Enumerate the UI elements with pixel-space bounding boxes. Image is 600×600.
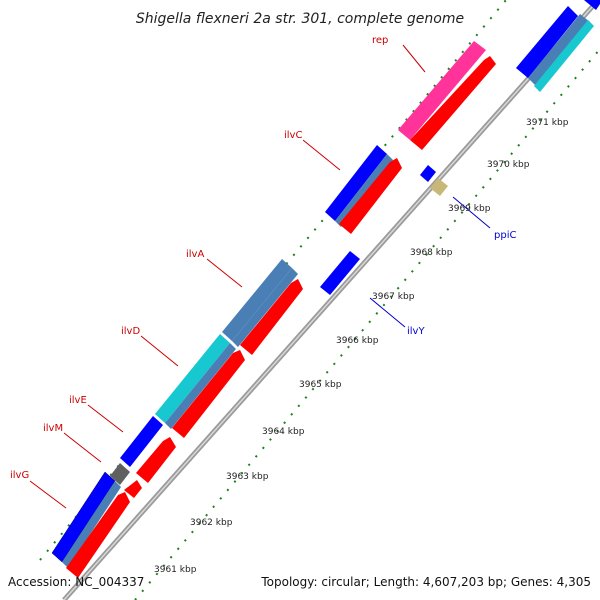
cds-ilvG[interactable]	[66, 492, 130, 578]
tick-label: 3969 kbp	[448, 204, 491, 214]
gene-ilvC-bar[interactable]	[325, 145, 387, 221]
tick-label: 3961 kbp	[154, 565, 197, 575]
gene-ilvC-inner[interactable]	[335, 154, 393, 227]
gene-ilvE-bar[interactable]	[120, 416, 163, 467]
cds-ilvD[interactable]	[172, 350, 245, 438]
cds-ilvC[interactable]	[339, 158, 402, 234]
cds-ilvM[interactable]	[124, 480, 142, 498]
label-ppiC[interactable]: ppiC	[494, 230, 516, 241]
gene-ilvD-bar[interactable]	[155, 334, 230, 423]
gene-ilvD-inner[interactable]	[165, 343, 236, 429]
label-ilvM[interactable]: ilvM	[43, 423, 63, 434]
label-rep[interactable]: rep	[372, 35, 388, 46]
cds-rep[interactable]	[410, 56, 496, 150]
gene-top-right-1[interactable]	[516, 6, 578, 78]
tick-label: 3965 kbp	[299, 380, 342, 390]
gene-rep-bar[interactable]	[398, 41, 486, 140]
kbp-ticks: 3961 kbp 3962 kbp 3963 kbp 3964 kbp 3965…	[154, 118, 569, 575]
tick-label: 3964 kbp	[262, 427, 305, 437]
upper-strand-genes[interactable]	[51, 0, 600, 568]
gene-top-right-2[interactable]	[528, 14, 590, 86]
cds-strand[interactable]	[66, 56, 496, 578]
gene-ilvA-inner[interactable]	[232, 268, 298, 347]
gene-ilvG-inner[interactable]	[62, 481, 121, 568]
gene-ppiC-khaki[interactable]	[430, 178, 448, 196]
backbone	[62, 0, 600, 600]
map-title: Shigella flexneri 2a str. 301, complete …	[136, 11, 464, 27]
label-ilvE[interactable]: ilvE	[69, 395, 87, 406]
cds-ilvE[interactable]	[136, 437, 176, 483]
gene-ilvY-bar[interactable]	[320, 251, 360, 295]
gene-ilvA-bar[interactable]	[222, 259, 292, 341]
label-ilvA[interactable]: ilvA	[186, 249, 204, 260]
tick-label: 3968 kbp	[410, 248, 453, 258]
gene-top-right-4[interactable]	[584, 0, 600, 10]
gene-label-lines	[29, 44, 491, 509]
tick-label: 3963 kbp	[226, 472, 269, 482]
label-ilvC[interactable]: ilvC	[284, 130, 302, 141]
label-ilvD[interactable]: ilvD	[121, 326, 140, 337]
topology-text: Topology: circular; Length: 4,607,203 bp…	[260, 575, 591, 589]
tick-label: 3966 kbp	[336, 336, 379, 346]
reverse-strand-genes[interactable]	[320, 165, 448, 295]
tick-label: 3967 kbp	[372, 292, 415, 302]
accession-text: Accession: NC_004337	[8, 575, 144, 589]
label-ilvY[interactable]: ilvY	[407, 326, 425, 337]
gene-ilvM-bar[interactable]	[110, 463, 130, 485]
tick-label: 3971 kbp	[526, 118, 569, 128]
gene-ppiC-bar[interactable]	[420, 165, 436, 182]
gene-top-right-3[interactable]	[534, 20, 594, 92]
label-ilvG[interactable]: ilvG	[10, 470, 29, 481]
tick-label: 3970 kbp	[487, 160, 530, 170]
cds-ilvA[interactable]	[240, 279, 303, 355]
tick-label: 3962 kbp	[190, 518, 233, 528]
